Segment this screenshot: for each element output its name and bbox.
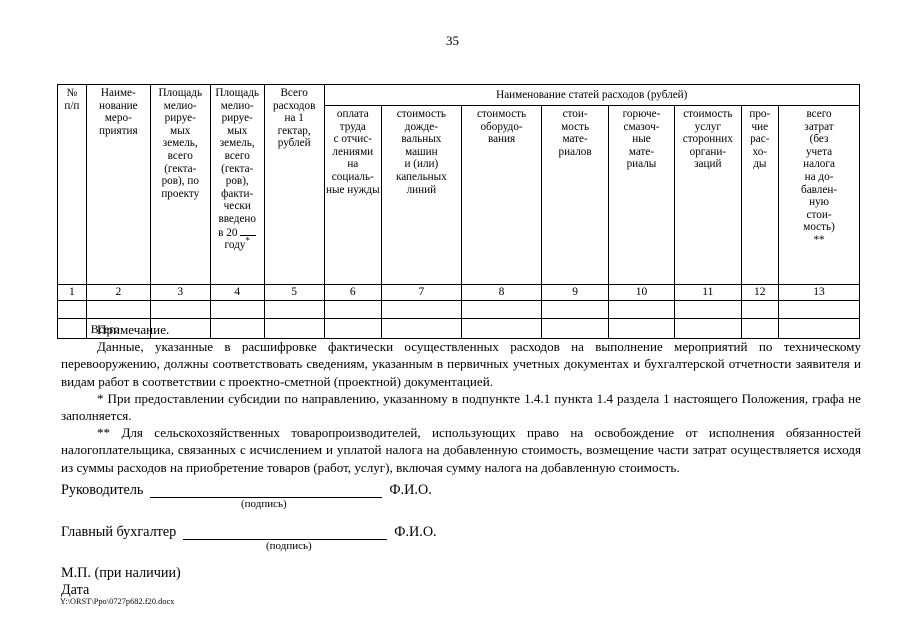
table-total-row[interactable]: Всего bbox=[57, 318, 860, 339]
table-subheader-row: оплата труда с отчис- лениями на социаль… bbox=[58, 105, 860, 285]
table-cell[interactable] bbox=[323, 300, 383, 319]
signature-role-label: Руководитель bbox=[61, 482, 144, 498]
signature-line[interactable] bbox=[150, 484, 383, 498]
signature-row-director: Руководитель Ф.И.О. (подпись) bbox=[61, 482, 861, 514]
signature-caption: (подпись) bbox=[241, 498, 287, 510]
table-col-header-7: стоимость дожде- вальных машин и (или) к… bbox=[381, 105, 462, 285]
table-group-header-row: № п/п Наиме- нование меро- приятия Площа… bbox=[57, 84, 861, 285]
signature-role-label: Главный бухгалтер bbox=[61, 524, 177, 540]
table-group-header: Наименование статей расходов (рублей) bbox=[323, 84, 861, 106]
col-number: 1 bbox=[57, 284, 87, 301]
notes-paragraph-2: * При предоставлении субсидии по направл… bbox=[61, 390, 861, 424]
notes-section: Примечание. Данные, указанные в расшифро… bbox=[61, 321, 861, 476]
table-col-header-8: стоимость оборудо- вания bbox=[460, 105, 543, 285]
table-cell[interactable] bbox=[85, 300, 151, 319]
table-col-header-5: Всего расходов на 1 гектар, рублей bbox=[263, 84, 325, 285]
footnote-star-single: * bbox=[245, 235, 250, 246]
table-col-header-11: стоимость услуг сторонних органи- заций bbox=[674, 105, 742, 285]
col-number: 10 bbox=[607, 284, 676, 301]
expenses-table: № п/п Наиме- нование меро- приятия Площа… bbox=[57, 84, 861, 339]
group-header-text: Наименование статей расходов (рублей) bbox=[496, 88, 688, 101]
table-cell[interactable] bbox=[149, 300, 211, 319]
table-col-header-3: Площадь мелио- рируе- мых земель, всего … bbox=[149, 84, 211, 285]
page-number: 35 bbox=[446, 33, 459, 48]
col-number: 4 bbox=[209, 284, 265, 301]
table-cell[interactable] bbox=[263, 318, 325, 339]
table-col-header-6: оплата труда с отчис- лениями на социаль… bbox=[323, 105, 383, 285]
file-path-footer: Y:\ORST\Ppo\0727p682.f20.docx bbox=[60, 597, 175, 606]
table-cell[interactable] bbox=[607, 300, 676, 319]
notes-paragraph-1: Данные, указанные в расшифровке фактичес… bbox=[61, 339, 861, 389]
table-col-header-9: стои- мость мате- риалов bbox=[541, 105, 609, 285]
col-number: 7 bbox=[381, 284, 462, 301]
col-number: 6 bbox=[323, 284, 383, 301]
table-row[interactable] bbox=[57, 300, 860, 319]
table-cell[interactable] bbox=[674, 300, 742, 319]
table-cell[interactable] bbox=[57, 300, 87, 319]
col-header-text: стоимость услуг сторонних органи- заций bbox=[682, 108, 733, 171]
table-cell[interactable] bbox=[740, 300, 780, 319]
col-number: 5 bbox=[263, 284, 325, 301]
col-number: 8 bbox=[460, 284, 543, 301]
table-cell[interactable] bbox=[263, 300, 325, 319]
col-number: 2 bbox=[85, 284, 151, 301]
table-cell[interactable] bbox=[674, 318, 742, 339]
table-col-header-12: про- чие рас- хо- ды bbox=[740, 105, 780, 285]
col4-pre: в 20 bbox=[218, 226, 238, 239]
table-cell[interactable] bbox=[209, 318, 265, 339]
table-column-number-row: 1 2 3 4 5 6 7 8 9 10 11 12 13 bbox=[57, 284, 860, 301]
col-number: 13 bbox=[778, 284, 860, 301]
col-number: 11 bbox=[674, 284, 742, 301]
signature-block: Руководитель Ф.И.О. (подпись) Главный бу… bbox=[61, 482, 861, 556]
table-cell[interactable] bbox=[460, 300, 543, 319]
stamp-label: М.П. (при наличии) bbox=[61, 565, 181, 581]
table-cell[interactable] bbox=[381, 300, 462, 319]
col4-post: году bbox=[224, 239, 246, 252]
notes-heading: Примечание. bbox=[97, 322, 170, 337]
col-header-text: Наиме- нование меро- приятия bbox=[98, 87, 138, 137]
col-header-text: оплата труда с отчис- лениями на социаль… bbox=[325, 108, 380, 196]
table-cell[interactable] bbox=[209, 300, 265, 319]
date-label: Дата bbox=[61, 581, 90, 598]
stamp-and-date-block: М.П. (при наличии) Дата bbox=[61, 565, 181, 598]
col-number: 3 bbox=[149, 284, 211, 301]
col-header-text: стоимость дожде- вальных машин и (или) к… bbox=[395, 108, 447, 196]
year-blank-underline bbox=[240, 226, 257, 236]
col-number: 12 bbox=[740, 284, 780, 301]
table-col-header-1: № п/п bbox=[57, 84, 87, 285]
signature-fio-label: Ф.И.О. bbox=[394, 524, 437, 540]
table-col-header-10: горюче- смазоч- ные мате- риалы bbox=[607, 105, 676, 285]
notes-paragraph-3: ** Для сельскохозяйственных товаропроизв… bbox=[61, 425, 861, 475]
total-label-cell: Всего bbox=[85, 318, 151, 339]
col-header-text: стоимость оборудо- вания bbox=[476, 108, 527, 146]
col-header-text: № п/п bbox=[64, 87, 80, 112]
col-header-text: всего затрат (без учета налога на до- ба… bbox=[801, 108, 838, 246]
signature-line[interactable] bbox=[183, 526, 388, 540]
table-col-header-13: всего затрат (без учета налога на до- ба… bbox=[778, 105, 860, 285]
col-header-text-visible: Площадь мелио- рируе- мых земель, всего … bbox=[215, 87, 260, 225]
signature-row-accountant: Главный бухгалтер Ф.И.О. (подпись) bbox=[61, 524, 861, 556]
col-header-text: Площадь мелио- рируе- мых земель, всего … bbox=[158, 87, 203, 200]
table-col-header-4: Площадь мелио- рируе- мых земель, всего … bbox=[209, 84, 265, 285]
signature-caption: (подпись) bbox=[266, 540, 312, 552]
col-header-text: про- чие рас- хо- ды bbox=[749, 108, 771, 171]
col-header-text: горюче- смазоч- ные мате- риалы bbox=[622, 108, 661, 171]
col-header-text: стои- мость мате- риалов bbox=[558, 108, 592, 158]
col-header-text: Всего расходов на 1 гектар, рублей bbox=[272, 87, 316, 150]
col-number: 9 bbox=[541, 284, 609, 301]
table-cell[interactable] bbox=[778, 318, 860, 339]
signature-fio-label: Ф.И.О. bbox=[389, 482, 432, 498]
col4-year-line: в 20 году* bbox=[218, 226, 257, 252]
table-cell[interactable] bbox=[778, 300, 860, 319]
table-cell[interactable] bbox=[541, 300, 609, 319]
table-col-header-2: Наиме- нование меро- приятия bbox=[85, 84, 151, 285]
